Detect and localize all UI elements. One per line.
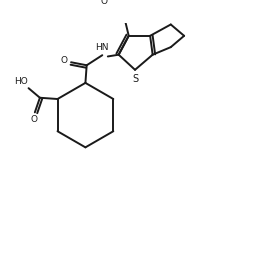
Text: O: O: [138, 0, 145, 1]
Text: O: O: [60, 56, 67, 65]
Text: S: S: [132, 74, 138, 84]
Text: HO: HO: [14, 77, 28, 86]
Text: HN: HN: [96, 43, 109, 52]
Text: O: O: [30, 116, 37, 124]
Text: O: O: [101, 0, 108, 6]
